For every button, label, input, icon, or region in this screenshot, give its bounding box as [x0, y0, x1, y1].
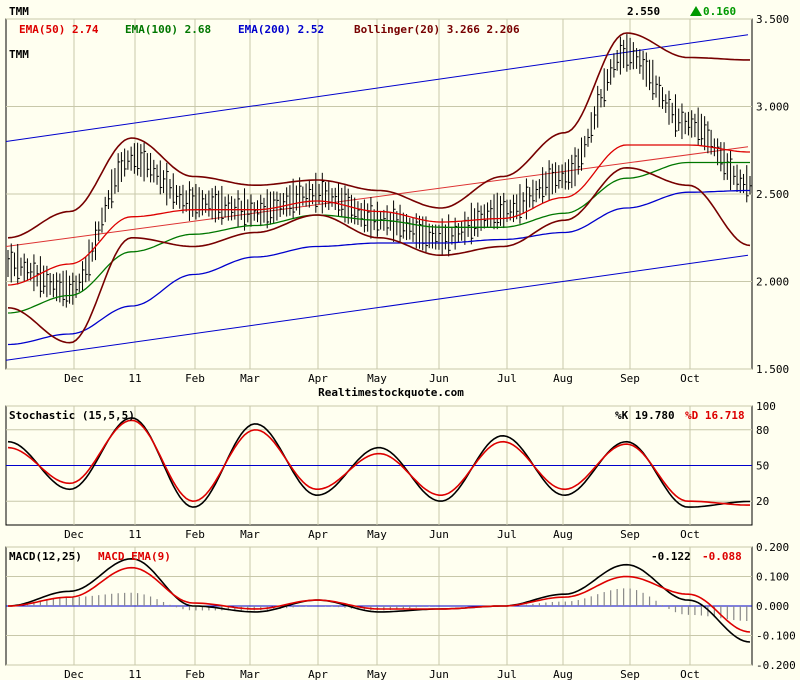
price-series: [5, 32, 752, 361]
up-triangle-icon: [690, 6, 702, 16]
legend-bollinger: Bollinger(20) 3.266 2.206: [354, 23, 520, 36]
x-tick-label: Jun: [429, 668, 449, 680]
y-tick-label: 2.500: [756, 188, 789, 201]
macd-value: -0.122: [651, 550, 691, 563]
stochastic-y-axis: 20 50 80 100: [756, 400, 776, 508]
y-tick-label: 1.500: [756, 363, 789, 376]
macd-line: [7, 557, 751, 643]
x-tick-label: Mar: [240, 528, 260, 541]
stochastic-x-axis: Dec 11 Feb Mar Apr May Jun Jul Aug Sep Oct: [64, 528, 700, 541]
x-tick-label: Aug: [553, 372, 573, 385]
series-line-ema-200-: [7, 189, 750, 346]
legend-ema200: EMA(200) 2.52: [238, 23, 324, 36]
x-tick-label: Jul: [497, 528, 517, 541]
x-tick-label: Apr: [308, 528, 328, 541]
stochastic-k-label: %K 19.780: [615, 409, 675, 422]
y-tick-label: 2.000: [756, 276, 789, 289]
stochastic-series: [6, 417, 752, 508]
stochastic-d-line: [7, 419, 750, 506]
y-tick-label: 3.500: [756, 13, 789, 26]
legend-ema50: EMA(50) 2.74: [19, 23, 99, 36]
x-tick-label: Jun: [429, 528, 449, 541]
series-line-ema-50-: [7, 144, 750, 286]
watermark: Realtimestockquote.com: [318, 386, 464, 399]
y-tick-label: 80: [756, 424, 769, 437]
x-tick-label: Dec: [64, 528, 84, 541]
y-tick-label: 50: [756, 460, 769, 473]
y-tick-label: 20: [756, 495, 769, 508]
price-x-axis: Dec 11 Feb Mar Apr May Jun Jul Aug Sep Oct: [64, 372, 700, 385]
series-line-bollinger-lower: [7, 166, 751, 344]
x-tick-label: Apr: [308, 372, 328, 385]
x-tick-label: May: [367, 528, 387, 541]
lower-channel-line: [5, 254, 749, 361]
stochastic-k-line: [7, 417, 750, 508]
macd-x-axis: Dec 11 Feb Mar Apr May Jun Jul Aug Sep Oct: [64, 668, 700, 680]
macd-signal-title: MACD EMA(9): [98, 550, 171, 563]
y-tick-label: 0.100: [756, 571, 789, 584]
y-tick-label: 100: [756, 400, 776, 413]
upper-channel-line: [5, 34, 749, 142]
x-tick-label: Oct: [680, 528, 700, 541]
x-tick-label: May: [367, 372, 387, 385]
price-grid: [6, 18, 752, 370]
macd-title: MACD(12,25): [9, 550, 82, 563]
series-line-ema-100-: [7, 161, 750, 314]
symbol-label: TMM: [9, 5, 29, 18]
macd-series: [6, 557, 752, 643]
price-y-axis: 1.500 2.000 2.500 3.000 3.500: [756, 13, 789, 376]
legend-ema100: EMA(100) 2.68: [125, 23, 211, 36]
y-tick-label: 0.200: [756, 541, 789, 554]
x-tick-label: 11: [128, 372, 141, 385]
panel-symbol-label: TMM: [9, 48, 29, 61]
x-tick-label: 11: [128, 528, 141, 541]
x-tick-label: Feb: [185, 372, 205, 385]
price-change: 0.160: [703, 5, 736, 18]
stochastic-title: Stochastic (15,5,5): [9, 409, 135, 422]
x-tick-label: Jun: [429, 372, 449, 385]
x-tick-label: May: [367, 668, 387, 680]
stochastic-grid: [6, 405, 752, 525]
x-tick-label: 11: [128, 668, 141, 680]
y-tick-label: -0.100: [756, 630, 796, 643]
x-tick-label: Oct: [680, 668, 700, 680]
macd-signal-value: -0.088: [702, 550, 742, 563]
stochastic-d-label: %D 16.718: [685, 409, 745, 422]
x-tick-label: Aug: [553, 668, 573, 680]
y-tick-label: 0.000: [756, 600, 789, 613]
x-tick-label: Feb: [185, 668, 205, 680]
x-tick-label: Sep: [620, 668, 640, 680]
x-tick-label: Mar: [240, 668, 260, 680]
x-tick-label: Feb: [185, 528, 205, 541]
macd-signal-line: [7, 566, 751, 633]
x-tick-label: Dec: [64, 372, 84, 385]
y-tick-label: 3.000: [756, 101, 789, 114]
x-tick-label: Jul: [497, 372, 517, 385]
x-tick-label: Sep: [620, 528, 640, 541]
x-tick-label: Sep: [620, 372, 640, 385]
last-price: 2.550: [627, 5, 660, 18]
x-tick-label: Jul: [497, 668, 517, 680]
x-tick-label: Dec: [64, 668, 84, 680]
x-tick-label: Apr: [308, 668, 328, 680]
x-tick-label: Mar: [240, 372, 260, 385]
macd-y-axis: -0.200 -0.100 0.000 0.100 0.200: [756, 541, 796, 672]
trend-line: [5, 146, 749, 247]
series-line-bollinger-upper: [7, 32, 750, 239]
x-tick-label: Oct: [680, 372, 700, 385]
y-tick-label: -0.200: [756, 659, 796, 672]
x-tick-label: Aug: [553, 528, 573, 541]
